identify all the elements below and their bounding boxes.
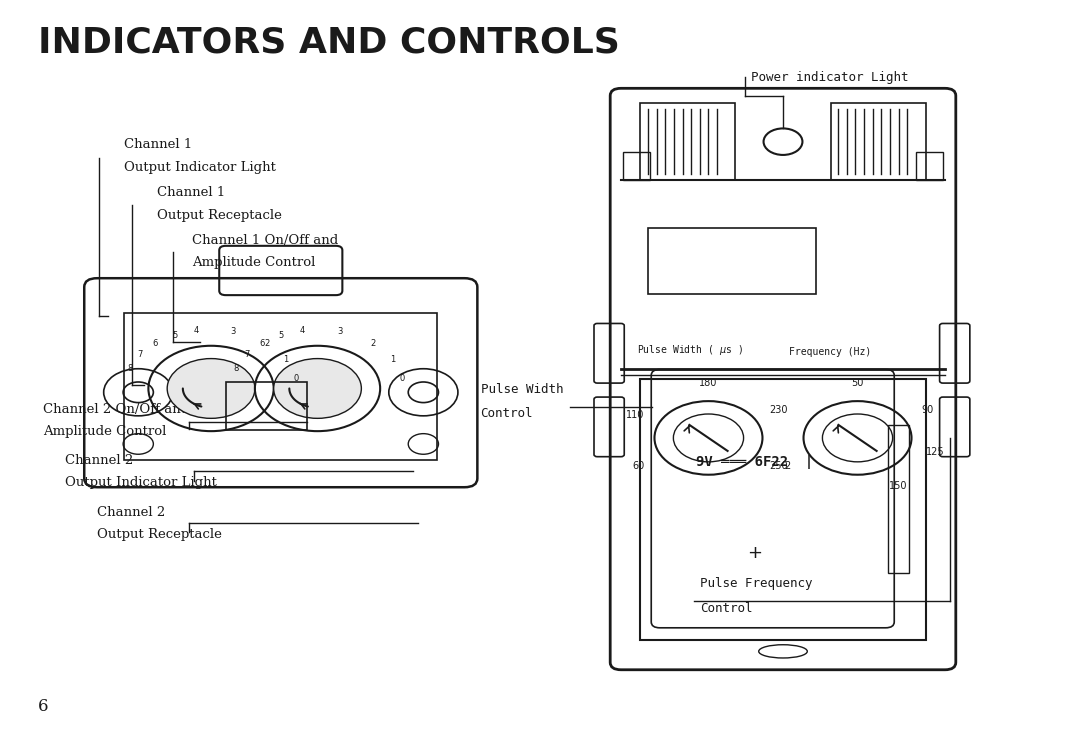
Text: 90: 90: [921, 406, 934, 415]
Text: 0: 0: [294, 374, 299, 383]
Text: 5: 5: [279, 330, 284, 339]
Text: Channel 2: Channel 2: [65, 454, 133, 467]
Text: 110: 110: [626, 410, 645, 420]
Bar: [226, 382, 307, 430]
Text: 2: 2: [784, 461, 791, 470]
Text: 5: 5: [172, 330, 177, 339]
Text: 3: 3: [231, 327, 237, 336]
Text: 180: 180: [699, 378, 718, 388]
Text: Power indicator Light: Power indicator Light: [751, 71, 908, 84]
Circle shape: [167, 358, 255, 418]
Text: Pulse Width ( $\mu$s ): Pulse Width ( $\mu$s ): [637, 343, 743, 357]
Text: Control: Control: [481, 407, 534, 420]
Text: Channel 1: Channel 1: [157, 185, 225, 199]
Text: 8: 8: [127, 364, 133, 373]
Text: 4: 4: [300, 326, 306, 335]
Bar: [124, 313, 437, 460]
Text: 250: 250: [769, 461, 788, 470]
Bar: [640, 103, 735, 180]
Text: Control: Control: [700, 601, 753, 615]
Text: 8: 8: [233, 364, 239, 373]
Text: Amplitude Control: Amplitude Control: [43, 425, 166, 438]
Text: 6: 6: [152, 339, 158, 348]
Text: Pulse Frequency: Pulse Frequency: [700, 577, 812, 590]
Text: 1: 1: [283, 355, 288, 364]
Text: Channel 1 On/Off and: Channel 1 On/Off and: [192, 233, 338, 247]
Text: 6: 6: [38, 698, 49, 715]
Text: Output Receptacle: Output Receptacle: [97, 528, 222, 541]
Text: 125: 125: [927, 447, 945, 457]
Text: 7: 7: [137, 350, 143, 359]
Text: Channel 2: Channel 2: [97, 506, 165, 519]
Bar: [623, 152, 650, 180]
Text: Amplitude Control: Amplitude Control: [192, 255, 315, 269]
Text: 2: 2: [264, 339, 269, 348]
Bar: [640, 379, 926, 640]
Text: +: +: [747, 544, 762, 562]
Text: 2: 2: [370, 339, 376, 348]
Text: Pulse Width: Pulse Width: [481, 383, 563, 396]
Bar: [648, 228, 816, 294]
Text: 0: 0: [400, 374, 405, 383]
Circle shape: [273, 358, 362, 418]
Text: Channel 2 On/Off and: Channel 2 On/Off and: [43, 403, 189, 416]
Bar: [916, 152, 943, 180]
Text: 4: 4: [193, 326, 199, 335]
Text: Output Indicator Light: Output Indicator Light: [65, 476, 217, 489]
Text: 3: 3: [337, 327, 342, 336]
Bar: [831, 103, 926, 180]
Text: 50: 50: [851, 378, 864, 388]
Text: 7: 7: [244, 350, 249, 359]
Text: Output Indicator Light: Output Indicator Light: [124, 161, 276, 174]
Text: INDICATORS AND CONTROLS: INDICATORS AND CONTROLS: [38, 26, 620, 60]
Text: Output Receptacle: Output Receptacle: [157, 209, 282, 222]
Text: 60: 60: [632, 461, 645, 470]
Text: Frequency (Hz): Frequency (Hz): [789, 347, 872, 357]
Text: 1: 1: [390, 355, 395, 364]
Bar: [888, 425, 909, 573]
Text: 6: 6: [259, 339, 265, 348]
Text: 150: 150: [889, 481, 907, 491]
Text: 230: 230: [769, 406, 788, 415]
Text: 9V ═══ 6F22  |: 9V ═══ 6F22 |: [696, 455, 813, 469]
Text: Channel 1: Channel 1: [124, 138, 192, 151]
